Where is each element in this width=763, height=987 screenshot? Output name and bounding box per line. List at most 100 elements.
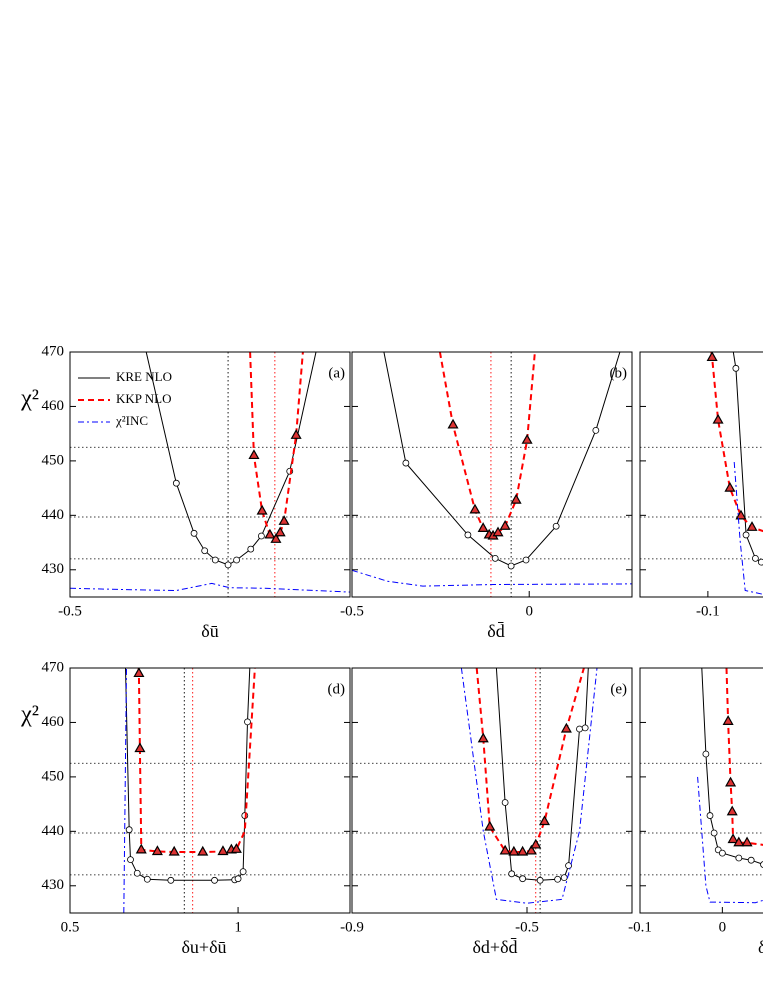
y-tick-label: 450	[42, 452, 65, 468]
point	[217, 845, 229, 856]
point	[477, 732, 489, 743]
point	[712, 413, 724, 424]
y-tick-label: 460	[42, 398, 65, 414]
point	[710, 829, 718, 837]
point	[290, 429, 302, 439]
point	[508, 870, 516, 878]
point	[239, 868, 247, 876]
x-tick-label: -0.5	[340, 603, 364, 619]
point	[125, 826, 133, 834]
panel-frame	[69, 667, 351, 914]
y-axis-label: χ²	[20, 702, 39, 728]
point	[510, 493, 522, 504]
point	[143, 875, 151, 883]
point	[718, 849, 726, 857]
point	[211, 556, 219, 564]
x-tick-label: -0.5	[515, 919, 539, 935]
point	[499, 519, 511, 530]
point	[742, 531, 750, 539]
point	[134, 742, 146, 753]
point	[230, 843, 242, 853]
point	[233, 556, 240, 564]
x-axis-label: δū	[201, 621, 218, 641]
point	[732, 364, 740, 372]
point	[135, 843, 147, 854]
point	[565, 862, 572, 870]
plot-area	[70, 668, 350, 913]
y-tick-label: 430	[42, 877, 65, 893]
point	[552, 522, 560, 530]
point	[133, 869, 141, 877]
x-tick-label: -0.5	[58, 603, 82, 619]
point	[760, 861, 763, 868]
curve	[460, 668, 598, 904]
x-tick-label: 0	[525, 603, 533, 619]
point	[270, 533, 282, 543]
x-tick-label: -0.1	[696, 603, 720, 619]
point	[725, 776, 737, 787]
panel-frame	[351, 667, 633, 914]
point	[492, 526, 504, 537]
point	[197, 845, 209, 856]
point	[733, 836, 745, 847]
point	[519, 875, 527, 883]
point	[167, 876, 175, 884]
point	[706, 812, 714, 819]
panel-frame	[639, 351, 763, 598]
y-tick-label: 440	[42, 823, 65, 839]
point	[257, 532, 265, 540]
point	[151, 845, 163, 856]
point	[735, 854, 743, 862]
point	[702, 750, 710, 758]
curve	[123, 668, 127, 913]
point	[530, 838, 542, 849]
point	[256, 504, 268, 515]
y-tick-label: 450	[42, 768, 65, 784]
point	[248, 449, 260, 460]
panel-label: (d)	[328, 681, 346, 697]
point	[244, 718, 251, 726]
plot-area	[70, 352, 350, 597]
x-tick-label: 1	[234, 919, 242, 935]
point	[447, 418, 459, 429]
curve	[70, 582, 350, 593]
curve	[137, 668, 256, 853]
point	[464, 531, 472, 539]
point	[735, 509, 747, 520]
point	[469, 503, 481, 514]
panel-label: (b)	[610, 365, 628, 381]
point	[538, 815, 551, 826]
point	[576, 725, 583, 733]
curve	[352, 569, 632, 587]
point	[234, 875, 242, 883]
panel-frame	[69, 351, 351, 598]
point	[224, 561, 232, 569]
x-axis-label: δ	[758, 937, 763, 957]
point	[746, 521, 758, 531]
point	[517, 845, 529, 856]
y-axis-label: χ²	[20, 386, 39, 412]
point	[168, 845, 180, 856]
x-axis-label: δd+δd̄	[472, 937, 517, 957]
panel-frame	[639, 667, 763, 914]
legend-label: χ²INC	[115, 413, 148, 428]
point	[592, 426, 600, 434]
point	[724, 481, 736, 492]
plot-area	[640, 352, 763, 597]
y-tick-label: 470	[42, 659, 65, 675]
point	[127, 856, 134, 864]
point	[211, 876, 218, 884]
point	[499, 844, 511, 855]
plot-area	[352, 668, 632, 913]
point	[521, 433, 533, 444]
point	[507, 562, 515, 570]
y-tick-label: 440	[42, 507, 65, 523]
point	[278, 515, 290, 525]
point	[747, 856, 755, 864]
point	[757, 558, 763, 566]
point	[560, 722, 572, 733]
y-tick-label: 430	[42, 561, 65, 577]
point	[172, 479, 180, 487]
x-tick-label: 0.5	[61, 919, 80, 935]
